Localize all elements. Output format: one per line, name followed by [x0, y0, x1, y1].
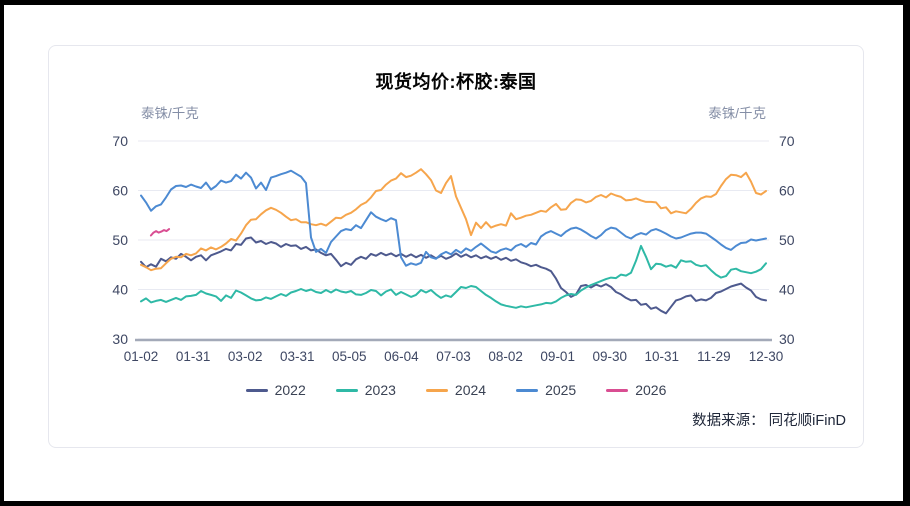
svg-text:40: 40: [779, 282, 795, 298]
svg-text:06-04: 06-04: [384, 349, 419, 364]
legend-line-swatch: [606, 388, 629, 392]
svg-text:09-30: 09-30: [593, 349, 628, 364]
svg-text:07-03: 07-03: [436, 349, 471, 364]
legend-label: 2025: [545, 382, 577, 398]
svg-text:70: 70: [779, 133, 795, 149]
legend-item-2025[interactable]: 2025: [516, 382, 576, 398]
legend-line-swatch: [425, 388, 448, 392]
legend-line-swatch: [335, 388, 358, 392]
svg-text:70: 70: [112, 133, 128, 149]
y-axis-unit-left: 泰铢/千克: [141, 106, 199, 121]
svg-text:50: 50: [112, 232, 128, 248]
svg-text:30: 30: [779, 331, 795, 347]
svg-text:60: 60: [779, 183, 795, 199]
page-background: 现货均价:杯胶:泰国 泰铢/千克 泰铢/千克 70 70 60 60 50 50 40 40 3…: [4, 5, 903, 501]
data-source-label: 数据来源： 同花顺iFinD: [692, 413, 846, 429]
svg-text:40: 40: [112, 282, 128, 298]
svg-text:11-29: 11-29: [697, 349, 731, 364]
svg-text:30: 30: [112, 331, 128, 347]
chart-canvas[interactable]: 70 70 60 60 50 50 40 40 30 30 01-02 01-31 03-02 03-31…: [49, 46, 863, 447]
svg-text:08-02: 08-02: [488, 349, 523, 364]
legend-item-2026[interactable]: 2026: [606, 382, 666, 398]
legend-item-2023[interactable]: 2023: [335, 382, 396, 398]
legend-label: 2026: [635, 382, 667, 398]
chart-title: 现货均价:杯胶:泰国: [375, 72, 537, 92]
svg-text:05-05: 05-05: [332, 349, 367, 364]
svg-text:03-02: 03-02: [228, 349, 263, 364]
svg-text:01-02: 01-02: [124, 349, 159, 364]
legend-line-swatch: [245, 388, 268, 392]
svg-text:10-31: 10-31: [645, 349, 680, 364]
legend-item-2024[interactable]: 2024: [425, 382, 487, 398]
chart-card: 现货均价:杯胶:泰国 泰铢/千克 泰铢/千克 70 70 60 60 50 50 40 40 3…: [48, 45, 864, 448]
legend-label: 2022: [274, 382, 306, 398]
legend: 2022 2023 2024 2025 2026: [49, 382, 863, 398]
svg-text:50: 50: [779, 232, 795, 248]
legend-label: 2024: [454, 382, 487, 398]
legend-line-swatch: [516, 388, 539, 392]
svg-text:60: 60: [112, 183, 128, 199]
legend-item-2022[interactable]: 2022: [245, 382, 306, 398]
svg-text:12-30: 12-30: [749, 349, 784, 364]
svg-text:09-01: 09-01: [540, 349, 575, 364]
y-axis-unit-right: 泰铢/千克: [708, 106, 766, 121]
legend-label: 2023: [364, 382, 396, 398]
svg-text:03-31: 03-31: [280, 349, 315, 364]
svg-text:01-31: 01-31: [176, 349, 211, 364]
